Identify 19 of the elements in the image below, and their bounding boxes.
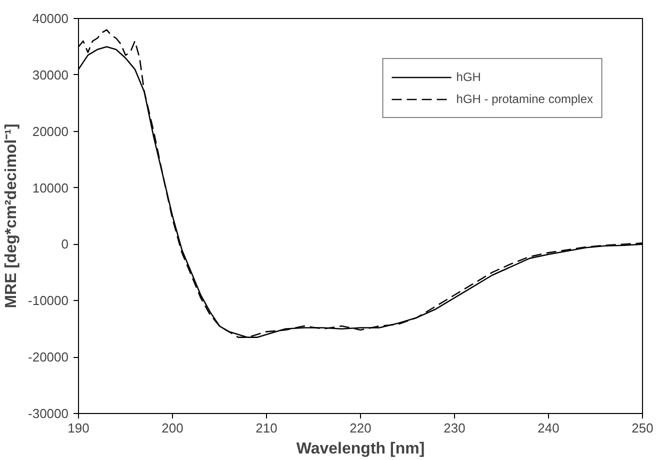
x-tick-label: 220 bbox=[350, 420, 372, 436]
y-tick-label: -10000 bbox=[28, 293, 69, 308]
x-tick-label: 230 bbox=[444, 420, 466, 436]
x-tick-label: 200 bbox=[162, 420, 184, 436]
legend-label: hGH bbox=[456, 70, 481, 84]
y-tick-label: 20000 bbox=[32, 124, 69, 139]
y-tick-label: 10000 bbox=[32, 180, 69, 196]
x-tick-label: 250 bbox=[632, 420, 654, 436]
y-axis-title: MRE [deg*cm²decimol⁻¹] bbox=[3, 124, 20, 308]
x-tick-label: 240 bbox=[538, 420, 560, 436]
y-tick-label: -30000 bbox=[28, 406, 69, 421]
x-axis-title: Wavelength [nm] bbox=[296, 440, 425, 458]
x-tick-label: 210 bbox=[256, 420, 278, 436]
x-tick-label: 190 bbox=[68, 420, 90, 436]
legend-label: hGH - protamine complex bbox=[456, 92, 593, 106]
y-tick-label: -20000 bbox=[28, 350, 69, 365]
y-tick-label: 0 bbox=[61, 236, 69, 252]
y-tick-label: 30000 bbox=[32, 67, 69, 82]
y-tick-label: 40000 bbox=[32, 11, 69, 26]
